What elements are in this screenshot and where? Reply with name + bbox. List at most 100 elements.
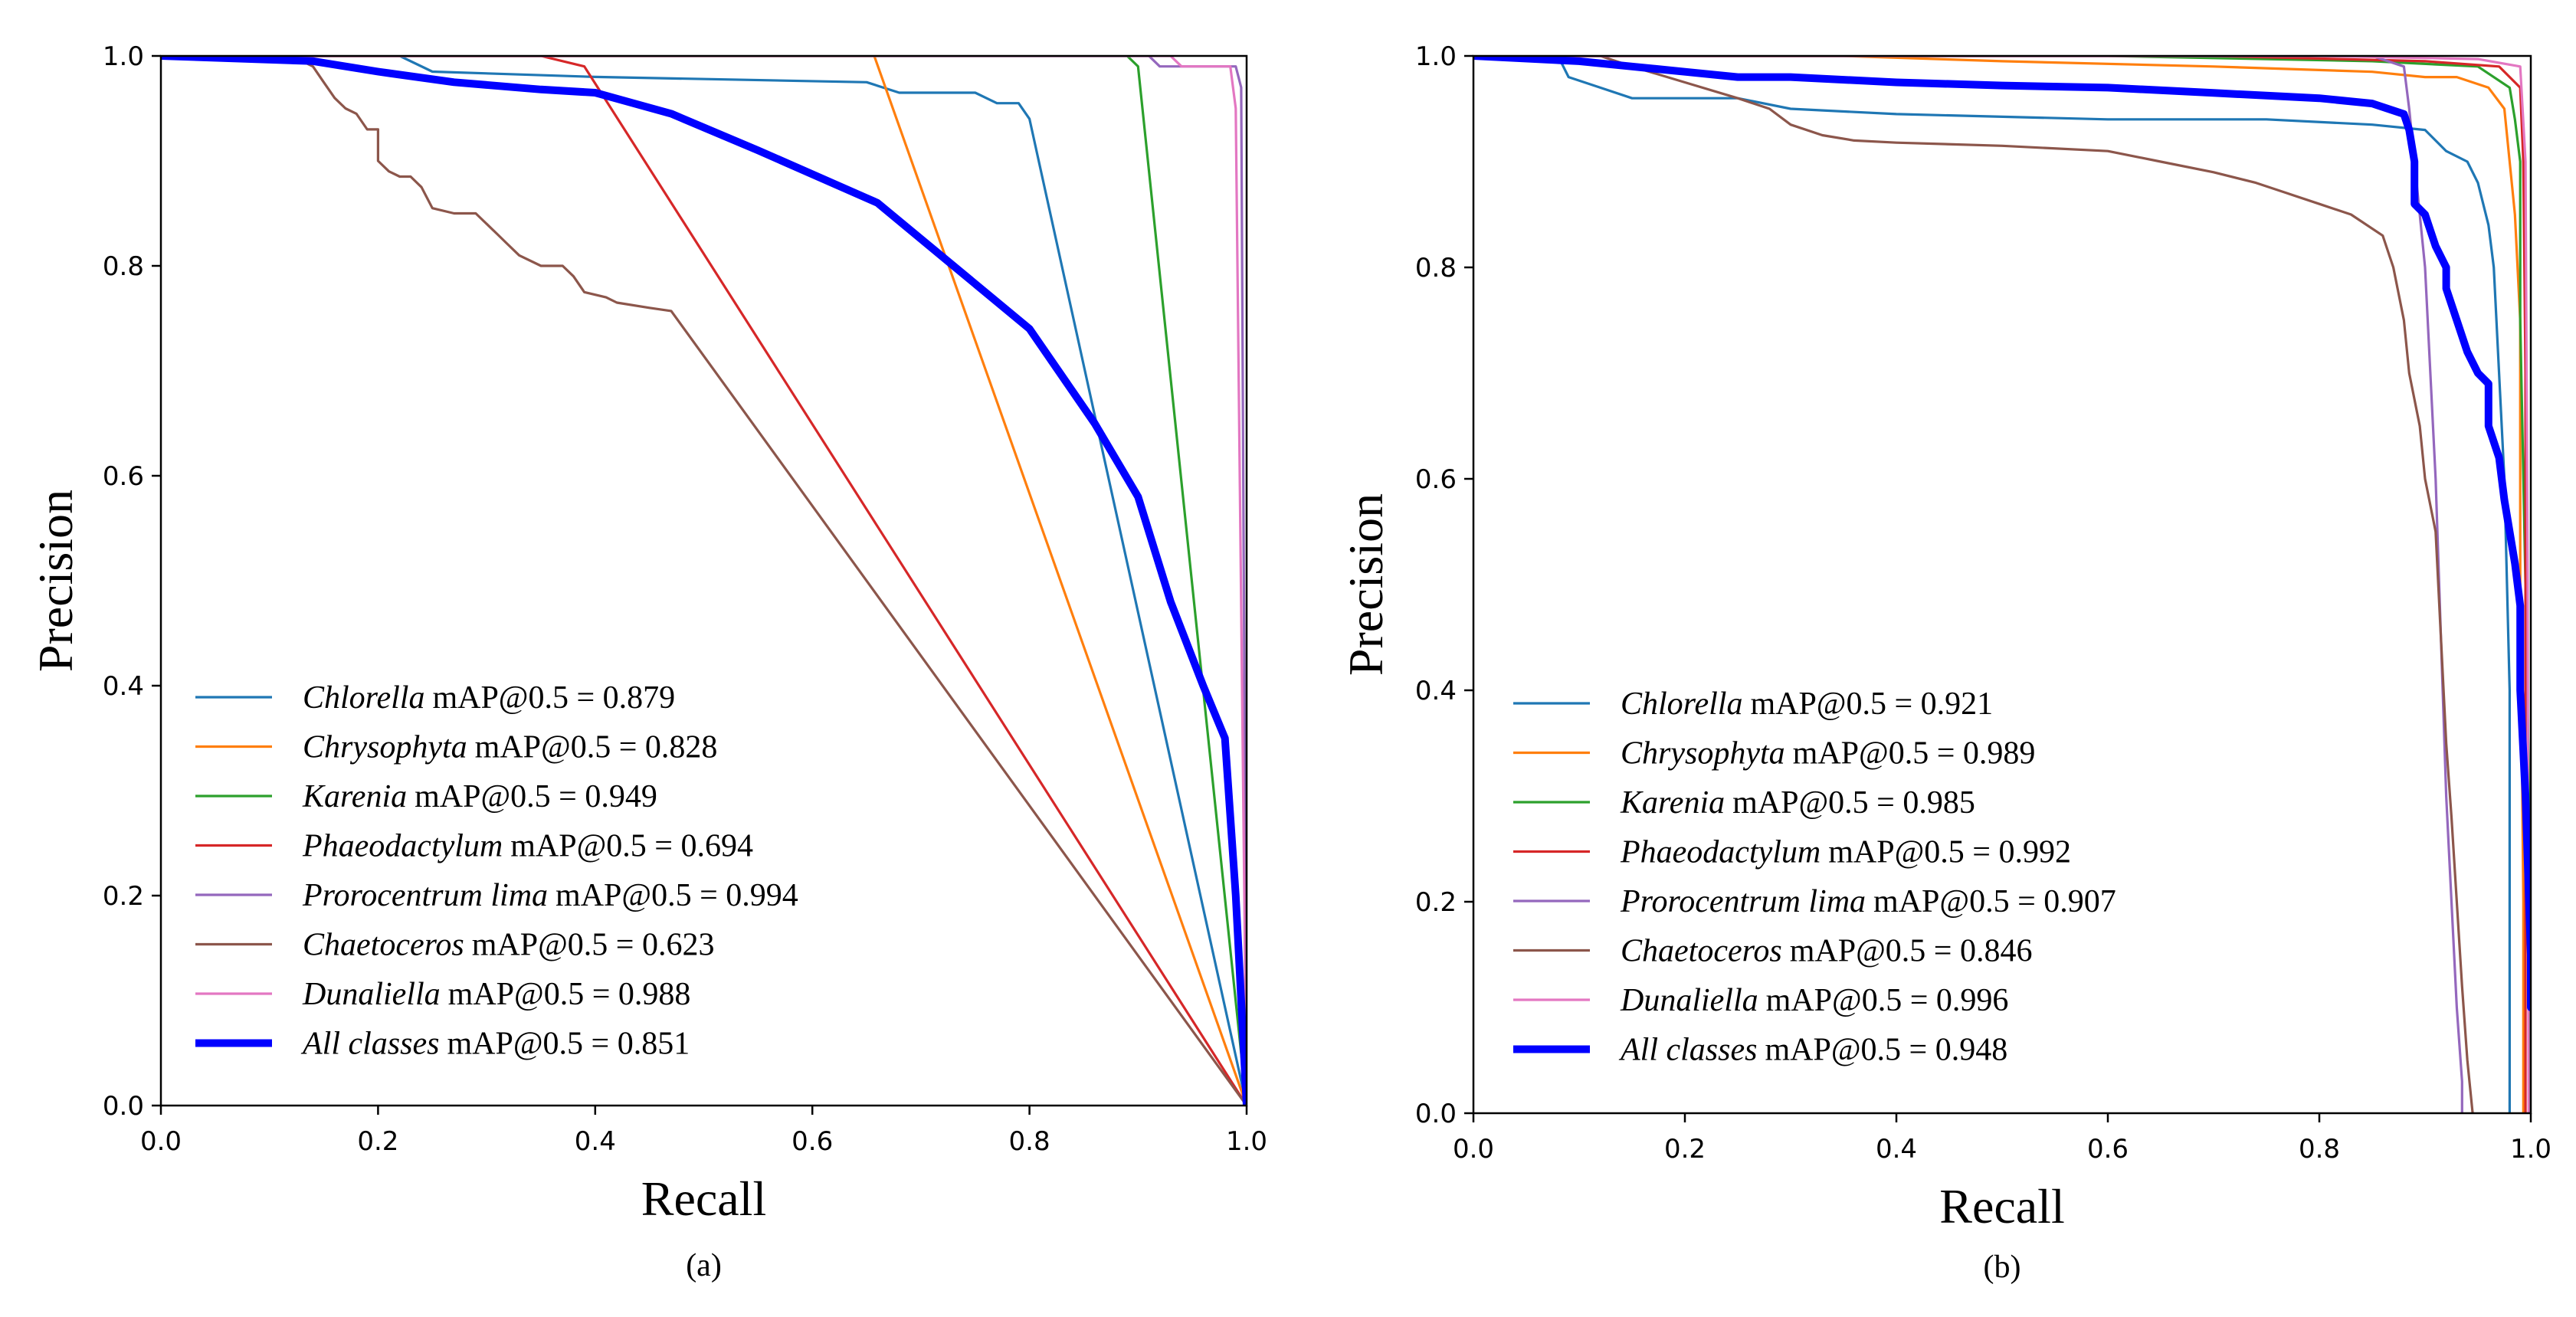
legend-entry-dunaliella: Dunaliella mAP@0.5 = 0.988	[302, 977, 690, 1012]
legend-species-name: Chlorella	[1621, 686, 1742, 722]
legend-metric: mAP@0.5 = 0.623	[472, 928, 715, 963]
series-lines	[161, 56, 1247, 1106]
x-tick-label: 1.0	[1226, 1126, 1267, 1157]
legend-species-name: Phaeodactylum	[302, 829, 503, 864]
plot-frame	[1472, 54, 2532, 1115]
legend-entry-chaetoceros: Chaetoceros mAP@0.5 = 0.623	[303, 928, 714, 963]
legend-species-name: Karenia	[302, 779, 407, 814]
series-line-dunaliella	[161, 56, 1247, 1106]
y-tick-label: 0.8	[103, 251, 144, 282]
series-line-chaetoceros	[161, 56, 1247, 1106]
series-line-all-classes	[1473, 56, 2531, 1011]
plot-frame	[159, 54, 1248, 1107]
legend-metric: mAP@0.5 = 0.992	[1828, 835, 2071, 870]
x-tick-label: 0.0	[1453, 1134, 1494, 1165]
legend-metric: mAP@0.5 = 0.949	[415, 779, 657, 814]
y-axis-title: Precision	[28, 490, 83, 672]
series-line-chlorella	[1473, 56, 2511, 1113]
y-tick-label: 0.2	[1415, 887, 1457, 918]
legend-species-name: All classes	[300, 1027, 439, 1062]
legend-species-name: Prorocentrum lima	[302, 878, 548, 913]
legend-entry-prorocentrum-lima: Prorocentrum lima mAP@0.5 = 0.907	[1620, 884, 2116, 919]
legend-species-name: Chlorella	[303, 680, 424, 716]
x-tick-label: 0.8	[2299, 1134, 2340, 1165]
legend-entry-all-classes: All classes mAP@0.5 = 0.851	[300, 1027, 690, 1062]
x-axis-title: Recall	[1939, 1179, 2064, 1233]
x-tick-label: 0.6	[2087, 1134, 2129, 1165]
x-tick-label: 0.4	[575, 1126, 616, 1157]
legend-entry-phaeodactylum: Phaeodactylum mAP@0.5 = 0.992	[1620, 835, 2071, 870]
y-tick-label: 1.0	[103, 41, 144, 72]
y-tick-label: 0.2	[103, 881, 144, 912]
legend-metric: mAP@0.5 = 0.846	[1790, 934, 2033, 969]
legend-entry-chaetoceros: Chaetoceros mAP@0.5 = 0.846	[1621, 934, 2032, 969]
legend-metric: mAP@0.5 = 0.985	[1732, 785, 1975, 821]
x-tick-label: 0.0	[140, 1126, 182, 1157]
legend-entry-chlorella: Chlorella mAP@0.5 = 0.921	[1621, 686, 1993, 722]
y-tick-label: 0.8	[1415, 253, 1457, 283]
y-tick-label: 0.4	[1415, 676, 1457, 706]
legend-species-name: Karenia	[1620, 785, 1725, 821]
legend-species-name: Prorocentrum lima	[1620, 884, 1866, 919]
series-line-chrysophyta	[1473, 56, 2525, 1113]
legend-entry-chrysophyta: Chrysophyta mAP@0.5 = 0.989	[1621, 736, 2035, 772]
legend-species-name: Chaetoceros	[1621, 934, 1782, 969]
legend-metric: mAP@0.5 = 0.988	[448, 977, 691, 1012]
x-tick-label: 0.2	[1664, 1134, 1706, 1165]
y-tick-label: 0.0	[103, 1091, 144, 1122]
legend-metric: mAP@0.5 = 0.694	[510, 829, 753, 864]
legend-entry-dunaliella: Dunaliella mAP@0.5 = 0.996	[1620, 983, 2008, 1018]
series-line-all-classes	[161, 56, 1247, 1106]
x-tick-label: 1.0	[2510, 1134, 2551, 1165]
panel-a: 0.0 0.2 0.4 0.6 0.8 1.0 0.0 0.2 0.4 0.6 0.8 1.0 Reca…	[28, 41, 1267, 1283]
legend-metric: mAP@0.5 = 0.828	[475, 730, 718, 765]
series-line-chrysophyta	[161, 56, 1247, 1106]
y-axis-title: Precision	[1339, 493, 1393, 676]
y-tick-label: 0.4	[103, 671, 144, 702]
y-tick-label: 0.6	[103, 461, 144, 492]
x-tick-label: 0.2	[357, 1126, 398, 1157]
legend-metric: mAP@0.5 = 0.879	[432, 680, 675, 716]
x-tick-label: 0.8	[1009, 1126, 1050, 1157]
legend-entry-all-classes: All classes mAP@0.5 = 0.948	[1618, 1033, 2007, 1068]
legend-species-name: Chaetoceros	[303, 928, 464, 963]
legend-metric: mAP@0.5 = 0.948	[1765, 1033, 2007, 1068]
y-tick-label: 1.0	[1415, 41, 1457, 72]
series-line-phaeodactylum	[161, 56, 1247, 1106]
legend-metric: mAP@0.5 = 0.996	[1766, 983, 2009, 1018]
legend-entry-phaeodactylum: Phaeodactylum mAP@0.5 = 0.694	[302, 829, 753, 864]
panel-caption: (b)	[1984, 1250, 2021, 1285]
legend-metric: mAP@0.5 = 0.921	[1750, 686, 1993, 722]
panel-b: 0.0 0.2 0.4 0.6 0.8 1.0 0.0 0.2 0.4 0.6 0.8 1.0 Reca…	[1339, 41, 2551, 1285]
legend-entry-prorocentrum-lima: Prorocentrum lima mAP@0.5 = 0.994	[302, 878, 798, 913]
series-line-chaetoceros	[1473, 56, 2474, 1113]
legend-metric: mAP@0.5 = 0.989	[1793, 736, 2036, 772]
panel-caption: (a)	[686, 1248, 722, 1283]
y-tick-label: 0.6	[1415, 464, 1457, 495]
y-tick-label: 0.0	[1415, 1099, 1457, 1129]
series-line-prorocentrum-lima	[1473, 56, 2463, 1113]
series-lines	[1473, 56, 2531, 1113]
x-tick-label: 0.6	[791, 1126, 833, 1157]
legend-species-name: Dunaliella	[302, 977, 441, 1012]
legend-species-name: Chrysophyta	[303, 730, 467, 765]
legend-metric: mAP@0.5 = 0.851	[447, 1027, 690, 1062]
legend-metric: mAP@0.5 = 0.994	[556, 878, 798, 913]
legend-species-name: All classes	[1618, 1033, 1757, 1068]
legend-entry-karenia: Karenia mAP@0.5 = 0.985	[1620, 785, 1975, 821]
x-tick-label: 0.4	[1876, 1134, 1917, 1165]
legend-species-name: Chrysophyta	[1621, 736, 1785, 772]
legend-entry-karenia: Karenia mAP@0.5 = 0.949	[302, 779, 657, 814]
legend-species-name: Dunaliella	[1620, 983, 1758, 1018]
x-axis-title: Recall	[641, 1171, 766, 1226]
legend-metric: mAP@0.5 = 0.907	[1873, 884, 2116, 919]
legend-entry-chrysophyta: Chrysophyta mAP@0.5 = 0.828	[303, 730, 717, 765]
legend-species-name: Phaeodactylum	[1620, 835, 1821, 870]
series-line-dunaliella	[1473, 56, 2530, 1113]
series-line-chlorella	[161, 56, 1247, 1106]
series-line-karenia	[161, 56, 1247, 1106]
legend-entry-chlorella: Chlorella mAP@0.5 = 0.879	[303, 680, 675, 716]
